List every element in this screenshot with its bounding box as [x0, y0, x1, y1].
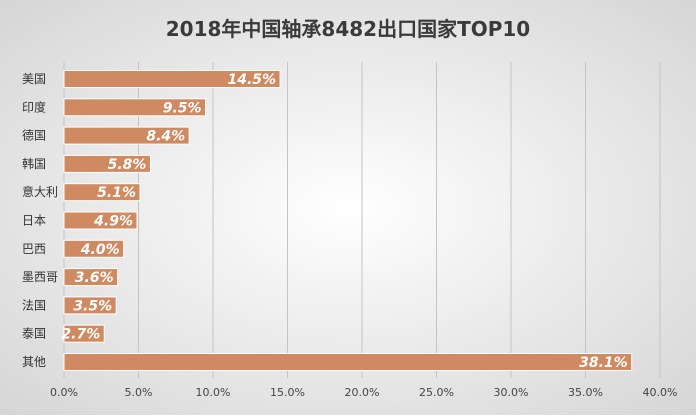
x-tick-label: 20.0%: [345, 386, 380, 399]
category-label: 日本: [22, 214, 46, 228]
data-label: 2.7%: [61, 327, 100, 343]
bars: [63, 70, 633, 371]
bar: [63, 183, 141, 202]
category-label: 墨西哥: [22, 270, 58, 284]
bar: [63, 268, 119, 287]
category-label: 意大利: [22, 184, 58, 199]
data-label: 3.6%: [75, 270, 114, 286]
category-label: 泰国: [22, 327, 46, 341]
category-label: 其他: [22, 355, 46, 369]
chart-title: 2018年中国轴承8482出口国家TOP10: [166, 17, 530, 41]
x-axis-tick-labels: 0.0% 5.0% 10.0% 15.0% 20.0% 25.0% 30.0% 35.0% 40…: [50, 386, 677, 399]
data-label: 4.9%: [93, 214, 133, 230]
bar: [63, 154, 151, 173]
bar: [63, 70, 281, 88]
data-label: 4.0%: [80, 242, 120, 258]
data-label: 3.5%: [73, 298, 112, 314]
x-tick-label: 30.0%: [494, 386, 529, 399]
category-label: 法国: [22, 298, 46, 312]
bar: [63, 98, 207, 117]
bar: [63, 126, 190, 145]
x-tick-label: 10.0%: [196, 386, 231, 399]
x-tick-label: 40.0%: [643, 386, 678, 399]
category-label: 德国: [22, 128, 46, 143]
x-tick-label: 15.0%: [270, 386, 305, 399]
data-label: 8.4%: [146, 129, 185, 145]
data-label: 5.8%: [108, 157, 147, 173]
category-label: 韩国: [22, 156, 46, 171]
bar: [63, 324, 105, 343]
data-label: 14.5%: [227, 72, 276, 88]
category-label: 巴西: [22, 242, 46, 256]
data-label: 9.5%: [163, 100, 202, 116]
x-tick-label: 25.0%: [419, 386, 454, 399]
category-label: 印度: [22, 99, 46, 114]
bar: [63, 296, 117, 315]
bar: [63, 211, 138, 230]
category-label: 美国: [22, 72, 46, 86]
bar: [63, 353, 633, 371]
data-label: 38.1%: [579, 355, 628, 371]
x-tick-label: 35.0%: [568, 386, 603, 399]
data-label: 5.1%: [97, 185, 136, 201]
x-tick-label: 5.0%: [125, 386, 153, 399]
x-tick-label: 0.0%: [50, 386, 78, 399]
bar: [63, 239, 125, 258]
data-labels: 14.5% 9.5% 8.4% 5.8% 5.1% 4.9% 4.0% 3.6% 3.5% 2.7…: [61, 72, 627, 371]
